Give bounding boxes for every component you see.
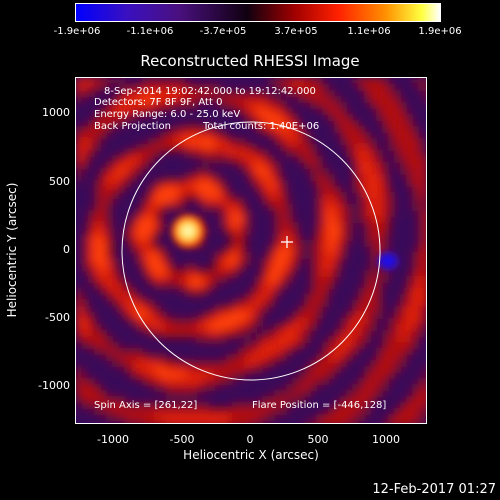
y-axis-label: Heliocentric Y (arcsec) (5, 182, 19, 318)
negative-source (374, 249, 402, 273)
y-tick: 0 (63, 243, 70, 256)
colorbar-tick: 1.1e+06 (347, 26, 391, 37)
y-tick: -1000 (38, 379, 70, 392)
ring-pattern (76, 78, 426, 423)
detectors: Detectors: 7F 8F 9F, Att 0 (94, 97, 223, 108)
colorbar-tick: 1.9e+06 (418, 26, 462, 37)
spin-axis-marker (281, 236, 293, 248)
colorbar-tick: -3.7e+05 (199, 26, 247, 37)
x-tick: -1000 (97, 433, 129, 446)
solar-image (76, 78, 426, 423)
x-tick: 0 (246, 433, 254, 446)
y-tick: 500 (49, 175, 70, 188)
colorbar-tick: 3.7e+05 (274, 26, 318, 37)
image-title: Reconstructed RHESSI Image (140, 52, 360, 70)
x-axis-label: Heliocentric X (arcsec) (183, 448, 319, 462)
x-tick: 500 (307, 433, 329, 446)
x-tick: 1000 (372, 433, 400, 446)
y-tick: -500 (45, 311, 70, 324)
colorbar-tick: -1.9e+06 (53, 26, 101, 37)
method: Back Projection (94, 121, 171, 132)
time-range: 8-Sep-2014 19:02:42.000 to 19:12:42.000 (104, 86, 316, 97)
colorbar (75, 3, 441, 22)
flare-position: Flare Position = [-446,128] (252, 400, 387, 411)
y-tick: 1000 (42, 106, 70, 119)
spin-axis: Spin Axis = [261,22] (94, 400, 198, 411)
solar-limb (121, 121, 381, 381)
x-tick: -500 (169, 433, 195, 446)
total-counts: Total counts: 1.40E+06 (203, 121, 320, 132)
solar-image-plot (75, 77, 427, 424)
flare-source (168, 211, 208, 251)
energy-range: Energy Range: 6.0 - 25.0 keV (94, 109, 241, 120)
footer-date: 12-Feb-2017 01:27 (372, 482, 496, 497)
colorbar-tick: -1.1e+06 (126, 26, 174, 37)
